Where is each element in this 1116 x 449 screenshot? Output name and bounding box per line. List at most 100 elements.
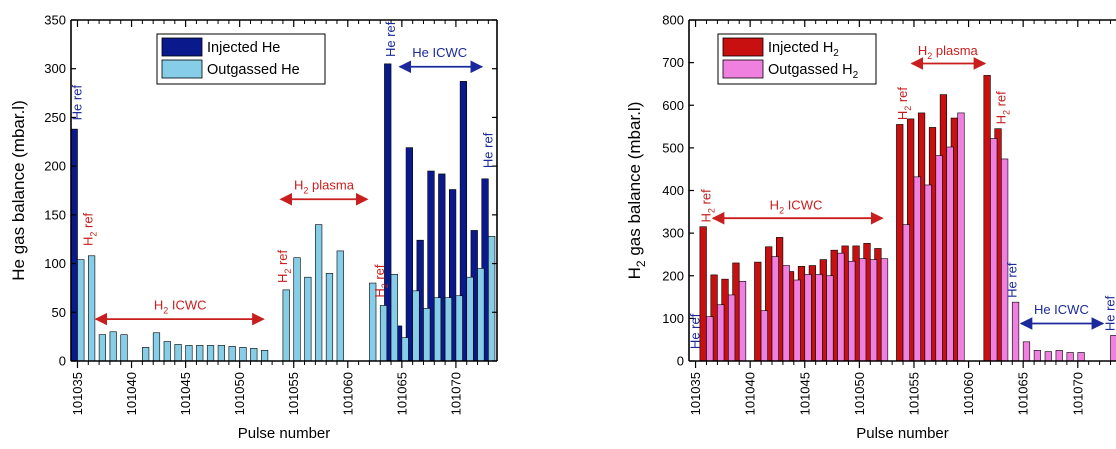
- bar-injected: [896, 124, 904, 362]
- x-tick-label: 101060: [340, 372, 355, 415]
- bar-outgassed: [466, 276, 474, 362]
- bar-injected: [754, 261, 762, 362]
- region-annotation: He ICWC: [412, 45, 467, 60]
- legend-label: Injected H2​: [768, 40, 839, 59]
- region-annotation: H2​ ICWC: [770, 198, 823, 216]
- bar-injected: [70, 128, 78, 362]
- bar-outgassed: [174, 344, 182, 362]
- x-tick-label: 101035: [70, 372, 85, 415]
- x-tick-label: 101050: [232, 372, 247, 415]
- bar-outgassed: [859, 258, 867, 362]
- bar-outgassed: [250, 348, 258, 362]
- region-annotation: H2​ plasma: [294, 178, 355, 196]
- legend-label: Outgassed H2​: [768, 62, 859, 81]
- x-tick-label: 101065: [1016, 372, 1031, 415]
- legend-swatch: [161, 59, 203, 79]
- y-tick-label: 800: [662, 13, 684, 28]
- bar-outgassed: [1044, 351, 1052, 362]
- bar-outgassed: [488, 235, 496, 362]
- bar-outgassed: [217, 345, 225, 362]
- y-tick-label: 100: [44, 256, 66, 271]
- bar-outgassed: [239, 347, 247, 362]
- bar-outgassed: [455, 295, 463, 362]
- x-tick-label: 101035: [688, 372, 703, 415]
- ref-annotation: He ref: [69, 85, 84, 121]
- bar-outgassed: [913, 176, 921, 362]
- bar-outgassed: [206, 345, 215, 362]
- x-tick-label: 101065: [394, 372, 409, 415]
- bar-outgassed: [315, 224, 323, 362]
- bar-outgassed: [815, 274, 823, 362]
- ref-annotation: H2​ ref: [895, 87, 913, 121]
- legend-swatch: [161, 37, 203, 57]
- bar-outgassed: [902, 224, 910, 362]
- bar-outgassed: [738, 280, 747, 362]
- bar-outgassed: [935, 155, 943, 362]
- bar-outgassed: [946, 146, 954, 362]
- bar-outgassed: [282, 289, 290, 362]
- bar-outgassed: [782, 265, 790, 362]
- bar-outgassed: [325, 273, 334, 362]
- bar-injected: [983, 75, 991, 362]
- region-annotation: He ICWC: [1034, 302, 1089, 317]
- bar-outgassed: [869, 259, 878, 362]
- bar-outgassed: [1033, 350, 1041, 362]
- bar-outgassed: [152, 332, 161, 362]
- bar-outgassed: [804, 274, 812, 362]
- ref-annotation: He ref: [1004, 262, 1019, 298]
- bar-outgassed: [1055, 350, 1063, 362]
- bar-outgassed: [433, 297, 442, 362]
- bar-outgassed: [924, 184, 932, 362]
- bar-outgassed: [120, 334, 128, 362]
- bar-outgassed: [1001, 158, 1009, 362]
- bar-outgassed: [1077, 352, 1085, 362]
- bar-outgassed: [196, 345, 204, 362]
- bar-outgassed: [77, 259, 85, 362]
- ref-annotation: H2​ ref: [993, 91, 1011, 125]
- bar-outgassed: [444, 297, 453, 362]
- bar-outgassed: [1011, 301, 1020, 362]
- legend: Injected H2​ Outgassed H2​: [717, 33, 877, 85]
- x-tick-label: 101060: [961, 372, 976, 415]
- bar-outgassed: [793, 279, 801, 362]
- y-tick-label: 100: [662, 311, 684, 326]
- y-tick-label: 500: [662, 140, 684, 155]
- ref-annotation: He ref: [688, 313, 703, 349]
- y-tick-label: 400: [662, 183, 684, 198]
- y-tick-label: 700: [662, 55, 684, 70]
- bar-outgassed: [1022, 341, 1031, 362]
- bar-outgassed: [728, 294, 736, 362]
- ref-annotation: He ref: [1103, 295, 1116, 331]
- x-tick-label: 101070: [448, 372, 463, 415]
- ref-annotation: H2​ ref: [372, 264, 390, 298]
- bar-outgassed: [990, 138, 998, 362]
- ref-annotation: H2​ ref: [80, 212, 98, 246]
- y-tick-label: 200: [44, 159, 66, 174]
- x-axis-title: Pulse number: [856, 425, 949, 442]
- x-tick-label: 101055: [906, 372, 921, 415]
- x-tick-label: 101050: [852, 372, 867, 415]
- bar-outgassed: [760, 310, 768, 362]
- bar-outgassed: [98, 334, 107, 362]
- ref-annotation: H2​ ref: [698, 189, 716, 223]
- legend-swatch: [722, 59, 764, 79]
- region-annotation: H2​ ICWC: [154, 297, 207, 315]
- y-tick-label: 250: [44, 110, 66, 125]
- bar-outgassed: [957, 112, 965, 362]
- bar-outgassed: [1066, 352, 1074, 362]
- x-tick-label: 101040: [743, 372, 758, 415]
- bar-outgassed: [848, 260, 856, 362]
- y-tick-label: 200: [662, 268, 684, 283]
- bar-outgassed: [293, 257, 301, 362]
- legend-label: Outgassed He: [207, 62, 300, 78]
- bar-outgassed: [87, 255, 96, 362]
- y-tick-label: 350: [44, 13, 66, 28]
- bar-outgassed: [163, 341, 171, 362]
- region-annotation: H2​ plasma: [918, 43, 979, 61]
- bar-outgassed: [771, 256, 779, 362]
- bar-outgassed: [260, 349, 269, 362]
- ref-annotation: He ref: [383, 21, 398, 57]
- y-tick-label: 300: [662, 226, 684, 241]
